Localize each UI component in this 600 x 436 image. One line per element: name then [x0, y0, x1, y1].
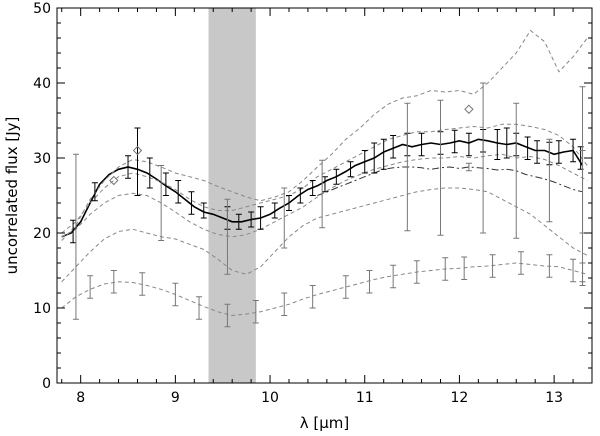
error-bar	[175, 180, 182, 204]
error-bar	[451, 129, 458, 154]
error-bar	[503, 127, 510, 159]
error-bar	[524, 136, 531, 160]
error-bar	[321, 176, 328, 193]
y-tick-label: 10	[33, 301, 51, 317]
error-bar	[437, 99, 444, 236]
error-bar	[489, 254, 496, 278]
error-bar	[139, 272, 146, 296]
error-bar	[461, 256, 468, 280]
error-bar	[570, 258, 577, 283]
error-bar	[465, 132, 472, 157]
y-tick-label: 30	[33, 151, 51, 167]
x-axis-title: λ [μm]	[300, 414, 350, 432]
x-tick-label: 13	[545, 390, 563, 406]
error-bar	[579, 262, 586, 286]
error-bar	[281, 292, 288, 316]
error-bar	[390, 264, 397, 289]
series-line-2	[317, 166, 583, 196]
error-bar	[188, 191, 195, 215]
error-bar	[252, 300, 259, 324]
error-bar	[404, 102, 411, 232]
error-bar	[546, 138, 553, 223]
marker-layer	[109, 104, 474, 186]
x-tick-label: 11	[356, 390, 374, 406]
error-bar	[91, 182, 98, 202]
error-bar	[158, 165, 165, 241]
error-bar	[162, 172, 169, 196]
error-bar	[319, 159, 326, 229]
series-line-6	[61, 187, 588, 283]
error-bar	[235, 213, 242, 230]
error-bar	[480, 82, 487, 234]
error-bar	[390, 135, 397, 159]
error-bar	[366, 270, 373, 294]
error-bar	[513, 102, 520, 239]
error-bar	[465, 162, 472, 172]
error-bar	[110, 270, 117, 294]
error-bar	[72, 153, 79, 320]
tick-layer	[57, 7, 593, 384]
shaded-band	[208, 8, 256, 383]
error-bar	[546, 254, 553, 278]
x-tick-label: 9	[171, 390, 180, 406]
error-bar	[172, 282, 179, 307]
error-bar	[271, 202, 278, 219]
error-bar	[224, 198, 231, 275]
y-tick-label: 20	[33, 226, 51, 242]
x-tick-label: 10	[261, 390, 279, 406]
error-bar	[380, 138, 387, 170]
error-bar	[517, 251, 524, 275]
diamond-marker	[132, 145, 143, 156]
x-tick-label: 8	[76, 390, 85, 406]
error-bar	[134, 127, 141, 196]
error-bar	[200, 202, 207, 219]
error-bar	[146, 157, 153, 189]
error-bar	[281, 187, 288, 249]
error-bar	[257, 206, 264, 230]
plot-frame	[56, 7, 593, 384]
error-bar	[309, 285, 316, 309]
tick-label-layer: 8 9 10 11 12 13 0 10 20 30 40 50	[33, 1, 563, 406]
error-bar	[347, 161, 354, 178]
series-line-3	[61, 29, 588, 241]
shaded-band-layer	[208, 8, 256, 383]
error-bar	[342, 275, 349, 299]
error-bar	[579, 86, 586, 283]
x-tick-label: 12	[451, 390, 469, 406]
error-bar	[371, 142, 378, 174]
series-line-5	[61, 153, 588, 238]
y-axis-title: uncorrelated flux [Jy]	[3, 117, 21, 275]
error-bar	[361, 150, 368, 174]
error-bar	[125, 155, 132, 179]
error-bar	[309, 180, 316, 196]
error-bar	[494, 129, 501, 160]
error-bar	[297, 187, 304, 204]
y-tick-label: 50	[33, 1, 51, 17]
error-bar	[87, 275, 94, 299]
error-bar	[196, 296, 203, 320]
error-bar	[418, 132, 425, 157]
error-bar	[555, 140, 562, 164]
diamond-marker	[464, 104, 474, 114]
error-bar	[70, 219, 77, 244]
y-tick-label: 40	[33, 76, 51, 92]
error-bar	[224, 303, 231, 328]
error-bar	[333, 168, 340, 185]
error-bar	[570, 138, 577, 163]
error-bar	[248, 211, 255, 228]
series-line-7	[61, 262, 588, 317]
y-tick-label: 0	[42, 376, 51, 392]
diamond-marker	[109, 175, 119, 186]
error-bar	[534, 140, 541, 164]
error-bar	[285, 195, 292, 211]
error-bar-layer	[70, 82, 586, 328]
error-bar	[413, 260, 420, 284]
error-bar	[442, 257, 449, 281]
